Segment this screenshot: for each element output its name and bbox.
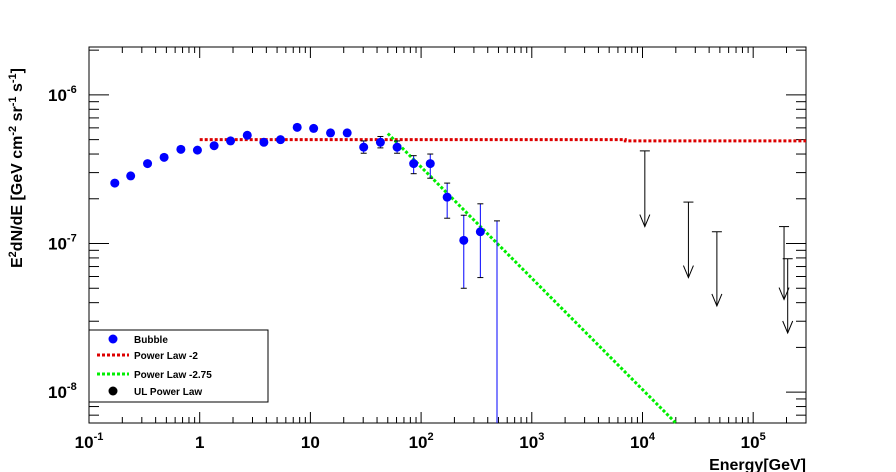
data-point bbox=[192, 145, 202, 155]
data-point bbox=[259, 137, 269, 147]
y-axis-label: E2dN/dE [GeV cm-2 sr-1 s-1] bbox=[7, 68, 26, 268]
data-point bbox=[326, 128, 336, 138]
data-point bbox=[392, 142, 402, 152]
legend-label-bubble: Bubble bbox=[134, 335, 168, 346]
x-tick-label: 10 bbox=[301, 433, 320, 452]
data-point bbox=[126, 171, 136, 181]
data-point bbox=[143, 159, 153, 169]
plot-frame bbox=[88, 46, 807, 424]
data-point bbox=[409, 159, 419, 169]
y-tick-label: 10-6 bbox=[48, 84, 77, 105]
legend-box bbox=[88, 329, 269, 403]
data-point bbox=[276, 135, 286, 145]
legend-label-power-law-275: Power Law -2.75 bbox=[134, 370, 212, 381]
x-axis-label: Energy[GeV] bbox=[709, 457, 806, 472]
series-layer bbox=[110, 122, 806, 425]
upper-limit-arrowhead bbox=[682, 265, 694, 279]
data-point bbox=[342, 128, 352, 138]
legend: Bubble Power Law -2 Power Law -2.75 UL P… bbox=[88, 329, 269, 403]
data-point bbox=[359, 142, 369, 152]
x-tick-label: 102 bbox=[409, 431, 434, 452]
x-tick-label: 1 bbox=[195, 433, 204, 452]
upper-limit-arrowhead bbox=[639, 214, 651, 228]
legend-label-ul-power-law: UL Power Law bbox=[134, 387, 202, 398]
data-point bbox=[309, 123, 319, 133]
legend-label-power-law-2: Power Law -2 bbox=[134, 351, 198, 362]
data-point bbox=[475, 227, 485, 237]
upper-limit-arrowhead bbox=[782, 320, 794, 335]
data-point bbox=[242, 130, 252, 140]
series-line-power-law-2-75 bbox=[386, 132, 677, 425]
data-point bbox=[226, 136, 236, 146]
data-point bbox=[425, 159, 435, 169]
legend-marker-bubble bbox=[108, 334, 118, 344]
data-point bbox=[442, 192, 452, 202]
upper-limit-arrowhead bbox=[711, 293, 723, 308]
data-point bbox=[209, 141, 219, 151]
data-point bbox=[110, 178, 120, 188]
tick-labels: 10-1 1 10 102 103 104 105 10-8 10-7 10-6 bbox=[48, 84, 766, 452]
y-tick-label: 10-8 bbox=[48, 381, 77, 402]
series-line-power-law-2 bbox=[199, 138, 806, 143]
x-tick-label: 10-1 bbox=[75, 431, 104, 452]
y-tick-label: 10-7 bbox=[48, 233, 77, 254]
data-point bbox=[292, 122, 302, 132]
x-tick-label: 103 bbox=[519, 431, 544, 452]
data-point bbox=[459, 235, 469, 245]
data-point bbox=[176, 144, 186, 154]
data-point bbox=[159, 152, 169, 162]
x-tick-label: 105 bbox=[741, 431, 766, 452]
x-tick-label: 104 bbox=[630, 431, 656, 452]
data-point bbox=[375, 137, 385, 147]
legend-marker-ul-power-law bbox=[108, 386, 118, 396]
